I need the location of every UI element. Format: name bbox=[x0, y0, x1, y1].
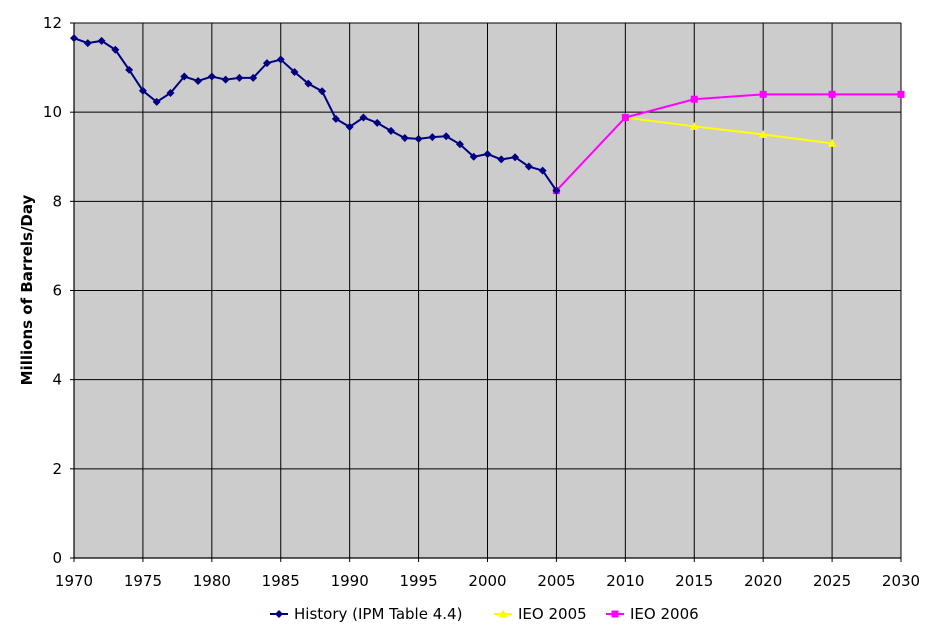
x-tick-label: 1985 bbox=[262, 572, 300, 590]
legend-label: History (IPM Table 4.4) bbox=[294, 605, 462, 623]
x-tick-label: 2025 bbox=[813, 572, 851, 590]
data-point bbox=[689, 121, 699, 130]
x-axis-ticks: 1970 1975 1980 1985 1990 1995 2000 2005 2010 2015… bbox=[55, 558, 920, 590]
data-point bbox=[524, 162, 533, 171]
x-tick-label: 1970 bbox=[55, 572, 93, 590]
x-tick-label: 2010 bbox=[606, 572, 644, 590]
data-point bbox=[290, 68, 299, 77]
data-point bbox=[304, 79, 313, 88]
data-point bbox=[180, 72, 189, 81]
data-point bbox=[428, 133, 437, 142]
data-point bbox=[759, 90, 767, 98]
data-point bbox=[690, 95, 698, 103]
data-point bbox=[497, 155, 506, 164]
data-point bbox=[359, 113, 368, 122]
x-tick-label: 2020 bbox=[744, 572, 782, 590]
data-point bbox=[483, 150, 492, 159]
data-point bbox=[235, 73, 244, 82]
y-tick-label: 4 bbox=[52, 371, 62, 389]
data-point bbox=[207, 72, 216, 81]
data-point bbox=[125, 65, 134, 74]
y-tick-label: 10 bbox=[43, 103, 62, 121]
data-point bbox=[166, 88, 175, 97]
legend-item: History (IPM Table 4.4) bbox=[270, 605, 462, 623]
data-point bbox=[221, 75, 230, 84]
legend-item: IEO 2006 bbox=[606, 605, 699, 623]
y-axis-label: Millions of Barrels/Day bbox=[18, 194, 36, 385]
data-point bbox=[83, 39, 92, 48]
data-point bbox=[538, 166, 547, 175]
x-tick-label: 2005 bbox=[537, 572, 575, 590]
x-tick-label: 2015 bbox=[675, 572, 713, 590]
data-point bbox=[827, 138, 837, 147]
data-point bbox=[414, 134, 423, 143]
x-tick-label: 1980 bbox=[193, 572, 231, 590]
data-point bbox=[345, 122, 354, 131]
data-point bbox=[97, 36, 106, 45]
data-point bbox=[70, 34, 78, 43]
data-point bbox=[442, 132, 451, 141]
y-tick-label: 8 bbox=[52, 192, 62, 210]
data-point bbox=[897, 90, 905, 98]
y-tick-label: 12 bbox=[43, 14, 62, 32]
data-point bbox=[262, 59, 271, 68]
legend-swatch-marker bbox=[611, 610, 619, 618]
data-point bbox=[511, 153, 520, 162]
data-point bbox=[828, 90, 836, 98]
legend-swatch-marker bbox=[275, 610, 283, 618]
data-point bbox=[387, 126, 396, 135]
legend: History (IPM Table 4.4) IEO 2005 IEO 2006 bbox=[270, 605, 699, 623]
data-point bbox=[758, 129, 768, 138]
data-point bbox=[331, 114, 340, 123]
data-point bbox=[249, 73, 258, 82]
y-tick-label: 6 bbox=[52, 282, 62, 300]
series-0 bbox=[70, 34, 561, 195]
data-point bbox=[552, 186, 561, 195]
data-point bbox=[400, 134, 409, 143]
data-point bbox=[621, 114, 629, 122]
data-point bbox=[152, 97, 161, 106]
legend-item: IEO 2005 bbox=[494, 605, 587, 623]
gridlines bbox=[73, 22, 902, 559]
legend-label: IEO 2006 bbox=[630, 605, 699, 623]
x-tick-label: 1975 bbox=[124, 572, 162, 590]
series-line bbox=[555, 93, 901, 192]
data-point bbox=[469, 152, 478, 161]
x-tick-label: 2030 bbox=[882, 572, 920, 590]
data-point bbox=[373, 118, 382, 127]
data-point bbox=[318, 87, 327, 96]
x-tick-label: 1995 bbox=[399, 572, 437, 590]
y-tick-label: 0 bbox=[52, 549, 62, 567]
x-tick-label: 1990 bbox=[331, 572, 369, 590]
data-point bbox=[194, 76, 203, 85]
y-tick-label: 2 bbox=[52, 460, 62, 478]
series-layer bbox=[70, 34, 905, 195]
y-axis-ticks: 0 2 4 6 8 10 12 bbox=[43, 14, 74, 567]
legend-swatch-marker bbox=[498, 609, 508, 618]
data-point bbox=[455, 140, 464, 149]
x-tick-label: 2000 bbox=[468, 572, 506, 590]
series-line bbox=[625, 116, 833, 145]
legend-label: IEO 2005 bbox=[518, 605, 587, 623]
data-point bbox=[111, 45, 120, 54]
data-point bbox=[276, 55, 285, 64]
data-point bbox=[138, 86, 147, 95]
